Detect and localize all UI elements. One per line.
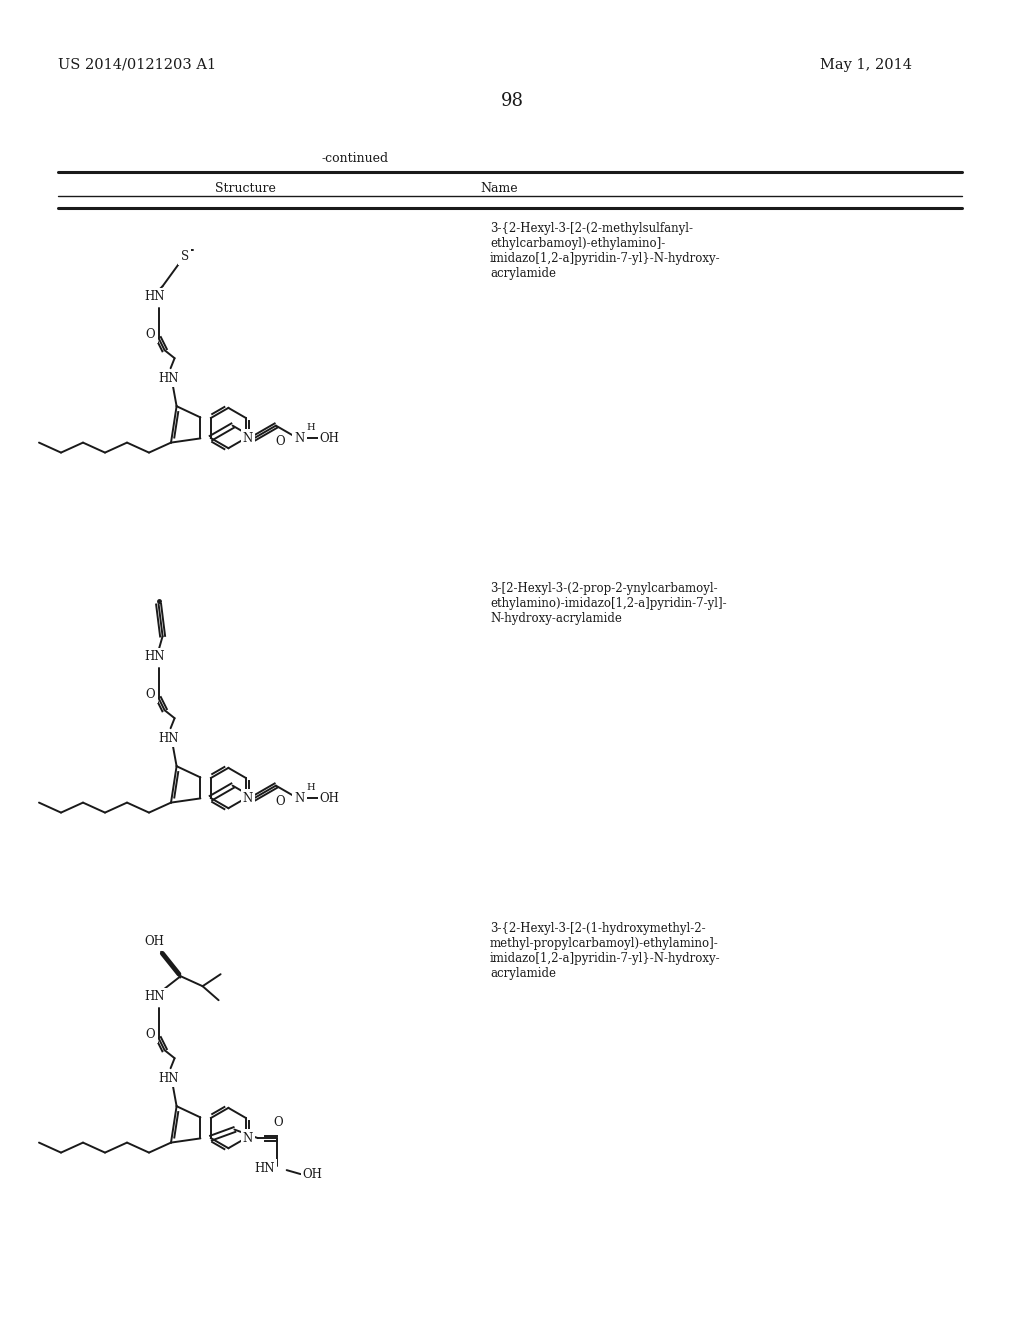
Text: 3-[2-Hexyl-3-(2-prop-2-ynylcarbamoyl-
ethylamino)-imidazo[1,2-a]pyridin-7-yl]-
N: 3-[2-Hexyl-3-(2-prop-2-ynylcarbamoyl- et… (490, 582, 727, 624)
Text: Structure: Structure (215, 182, 275, 195)
Text: US 2014/0121203 A1: US 2014/0121203 A1 (58, 58, 216, 73)
Text: H: H (306, 783, 315, 792)
Text: HN: HN (144, 649, 165, 663)
Text: HN: HN (159, 1072, 179, 1085)
Text: O: O (145, 1028, 156, 1040)
Text: May 1, 2014: May 1, 2014 (820, 58, 912, 73)
Text: S: S (180, 249, 188, 263)
Text: N: N (243, 432, 253, 445)
Text: Name: Name (480, 182, 517, 195)
Text: N: N (243, 792, 253, 805)
Text: N: N (295, 432, 305, 445)
Text: H: H (306, 424, 315, 432)
Polygon shape (161, 952, 180, 978)
Text: N: N (243, 1131, 253, 1144)
Text: O: O (145, 688, 156, 701)
Text: 3-{2-Hexyl-3-[2-(1-hydroxymethyl-2-
methyl-propylcarbamoyl)-ethylamino]-
imidazo: 3-{2-Hexyl-3-[2-(1-hydroxymethyl-2- meth… (490, 921, 721, 979)
Text: OH: OH (319, 432, 339, 445)
Text: -continued: -continued (322, 152, 388, 165)
Text: N: N (295, 792, 305, 805)
Text: O: O (273, 1115, 284, 1129)
Text: HN: HN (144, 990, 165, 1003)
Text: O: O (275, 795, 285, 808)
Text: HN: HN (254, 1162, 274, 1175)
Text: 98: 98 (501, 92, 523, 110)
Text: O: O (275, 436, 285, 447)
Text: 3-{2-Hexyl-3-[2-(2-methylsulfanyl-
ethylcarbamoyl)-ethylamino]-
imidazo[1,2-a]py: 3-{2-Hexyl-3-[2-(2-methylsulfanyl- ethyl… (490, 222, 721, 280)
Text: OH: OH (303, 1168, 323, 1180)
Text: HN: HN (159, 731, 179, 744)
Text: HN: HN (144, 289, 165, 302)
Text: O: O (145, 327, 156, 341)
Text: OH: OH (319, 792, 339, 805)
Text: HN: HN (159, 372, 179, 384)
Text: OH: OH (144, 935, 165, 948)
